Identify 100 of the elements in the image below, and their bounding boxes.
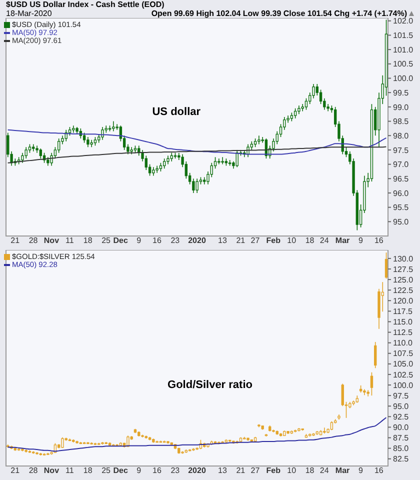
x-tick-label: 16 (152, 466, 162, 475)
candlestick (86, 136, 90, 148)
candlestick (39, 148, 42, 159)
x-tick-label: 24 (320, 236, 330, 245)
x-tick-label: 21 (236, 236, 246, 245)
candlestick (112, 120, 115, 132)
y-tick-label: 101.5 (393, 31, 414, 40)
candlestick (258, 135, 260, 145)
x-tick-label: 18 (83, 236, 93, 245)
y-tick-label: 97.0 (393, 160, 410, 170)
chart-title: $USD US Dollar Index - Cash Settle (EOD) (6, 0, 166, 9)
candlestick (101, 126, 104, 140)
y-tick-label: 82.5 (393, 454, 410, 464)
x-tick-label: 9 (136, 466, 142, 475)
candlestick (144, 155, 148, 170)
chart-subtitle: 18-Mar-2020 (6, 9, 52, 18)
x-tick-label: 21 (10, 236, 20, 245)
y-tick-label: 97.5 (393, 391, 410, 400)
y-tick-label: 105.0 (393, 360, 414, 369)
x-tick-label: 21 (10, 466, 20, 475)
x-tick-label: Dec (113, 236, 128, 245)
x-tick-label: 18 (305, 466, 315, 475)
candlestick (366, 390, 370, 397)
candlestick (210, 162, 213, 178)
x-tick-label: 25 (102, 236, 112, 245)
candlestick (184, 161, 188, 180)
x-tick-label: 28 (28, 236, 38, 245)
x-tick-label: 21 (236, 466, 246, 475)
annotation: Gold/Silver ratio (168, 378, 252, 391)
x-tick-label: 16 (374, 466, 384, 475)
y-tick-label: 100.5 (393, 60, 414, 69)
x-tick-label: 25 (102, 466, 112, 475)
candlestick (279, 124, 282, 138)
y-tick-label: 98.0 (393, 131, 410, 140)
x-tick-label: 16 (152, 236, 162, 245)
y-tick-label: 90.0 (393, 423, 410, 432)
candlestick (196, 178, 198, 194)
y-tick-label: 102.0 (393, 16, 414, 26)
y-tick-label: 107.5 (393, 349, 414, 358)
x-tick-label: Mar (335, 236, 350, 245)
y-tick-label: 96.0 (393, 188, 410, 198)
candlestick (370, 372, 374, 396)
candlestick (319, 89, 322, 104)
candlestick (57, 138, 60, 154)
candlestick (294, 108, 297, 119)
x-tick-label: 23 (170, 466, 180, 475)
x-tick-label: 24 (320, 466, 330, 475)
candlestick (276, 130, 278, 145)
candlestick (323, 427, 326, 434)
y-tick-label: 95.0 (393, 402, 410, 411)
x-tick-label: Mar (335, 466, 350, 475)
y-tick-label: 99.5 (393, 88, 410, 98)
y-tick-label: 130.0 (393, 254, 414, 264)
y-tick-label: 87.5 (393, 434, 410, 443)
x-tick-label: 9 (358, 466, 364, 475)
y-tick-label: 102.5 (393, 370, 414, 380)
line-series (7, 417, 387, 452)
candlestick (384, 252, 388, 280)
y-tick-label: 98.5 (393, 117, 410, 126)
text: Open 99.69 High 102.04 Low 99.39 Close 101.54 Chg +1.74 (+1.74%) (151, 9, 408, 18)
candlestick (341, 383, 344, 406)
x-tick-label: Feb (266, 236, 281, 245)
y-tick-label: 100.0 (393, 74, 414, 84)
y-tick-label: 96.5 (393, 174, 410, 184)
x-tick-label: 9 (136, 236, 142, 245)
y-tick-label: 117.5 (393, 307, 413, 316)
x-tick-label: 28 (28, 466, 38, 475)
x-tick-label: 11 (66, 236, 74, 245)
x-tick-label: 2020 (188, 466, 206, 475)
x-tick-label: 16 (374, 236, 384, 245)
x-tick-label: 10 (287, 236, 297, 245)
y-tick-label: 92.5 (393, 412, 410, 422)
y-tick-label: 99.0 (393, 102, 410, 112)
y-tick-label: 95.0 (393, 218, 410, 226)
x-tick-label: Dec (113, 466, 128, 475)
x-tick-label: Feb (266, 466, 281, 475)
candlestick (374, 342, 377, 369)
y-tick-label: 95.5 (393, 203, 410, 212)
x-tick-label: 27 (250, 236, 260, 245)
x-tick-label: Nov (44, 236, 60, 245)
x-tick-label: 23 (170, 236, 180, 245)
y-tick-label: 125.0 (393, 275, 414, 284)
candlestick (192, 178, 195, 194)
candlestick (304, 98, 308, 110)
y-tick-label: 100.0 (393, 380, 414, 390)
candlestick (163, 158, 166, 169)
candlestick (221, 156, 224, 165)
x-tick-label: 27 (250, 466, 260, 475)
x-tick-label: 9 (358, 236, 364, 245)
candlestick (82, 132, 86, 144)
annotation: US dollar (152, 106, 201, 118)
candlestick (218, 158, 220, 165)
x-tick-label: Nov (44, 466, 60, 475)
x-tick-label: 10 (287, 466, 297, 475)
y-tick-label: 97.5 (393, 146, 410, 155)
y-tick-label: 110.0 (393, 338, 413, 348)
x-tick-label: 18 (83, 466, 93, 475)
candlestick (283, 116, 286, 130)
candlestick (24, 146, 28, 159)
x-tick-label: 13 (218, 466, 228, 475)
